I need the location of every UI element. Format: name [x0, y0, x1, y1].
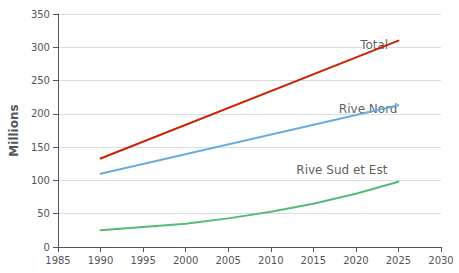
svg-text:0: 0	[44, 242, 50, 253]
svg-text:2015: 2015	[301, 255, 326, 266]
svg-text:Millions: Millions	[7, 104, 21, 156]
svg-text:1985: 1985	[45, 255, 70, 266]
svg-text:2020: 2020	[343, 255, 368, 266]
svg-text:2010: 2010	[258, 255, 283, 266]
svg-text:100: 100	[31, 175, 50, 186]
svg-text:200: 200	[31, 108, 50, 119]
svg-text:250: 250	[31, 75, 50, 86]
svg-text:50: 50	[37, 208, 50, 219]
svg-text:2005: 2005	[215, 255, 240, 266]
svg-text:300: 300	[31, 42, 50, 53]
svg-text:2030: 2030	[428, 255, 453, 266]
svg-text:Rive Nord: Rive Nord	[339, 102, 398, 116]
svg-text:150: 150	[31, 142, 50, 153]
svg-text:350: 350	[31, 9, 50, 20]
svg-text:2000: 2000	[173, 255, 198, 266]
svg-text:1990: 1990	[88, 255, 113, 266]
svg-text:Rive Sud et Est: Rive Sud et Est	[296, 163, 387, 177]
svg-text:1995: 1995	[130, 255, 155, 266]
svg-text:Total: Total	[360, 37, 389, 52]
svg-text:2025: 2025	[386, 255, 411, 266]
